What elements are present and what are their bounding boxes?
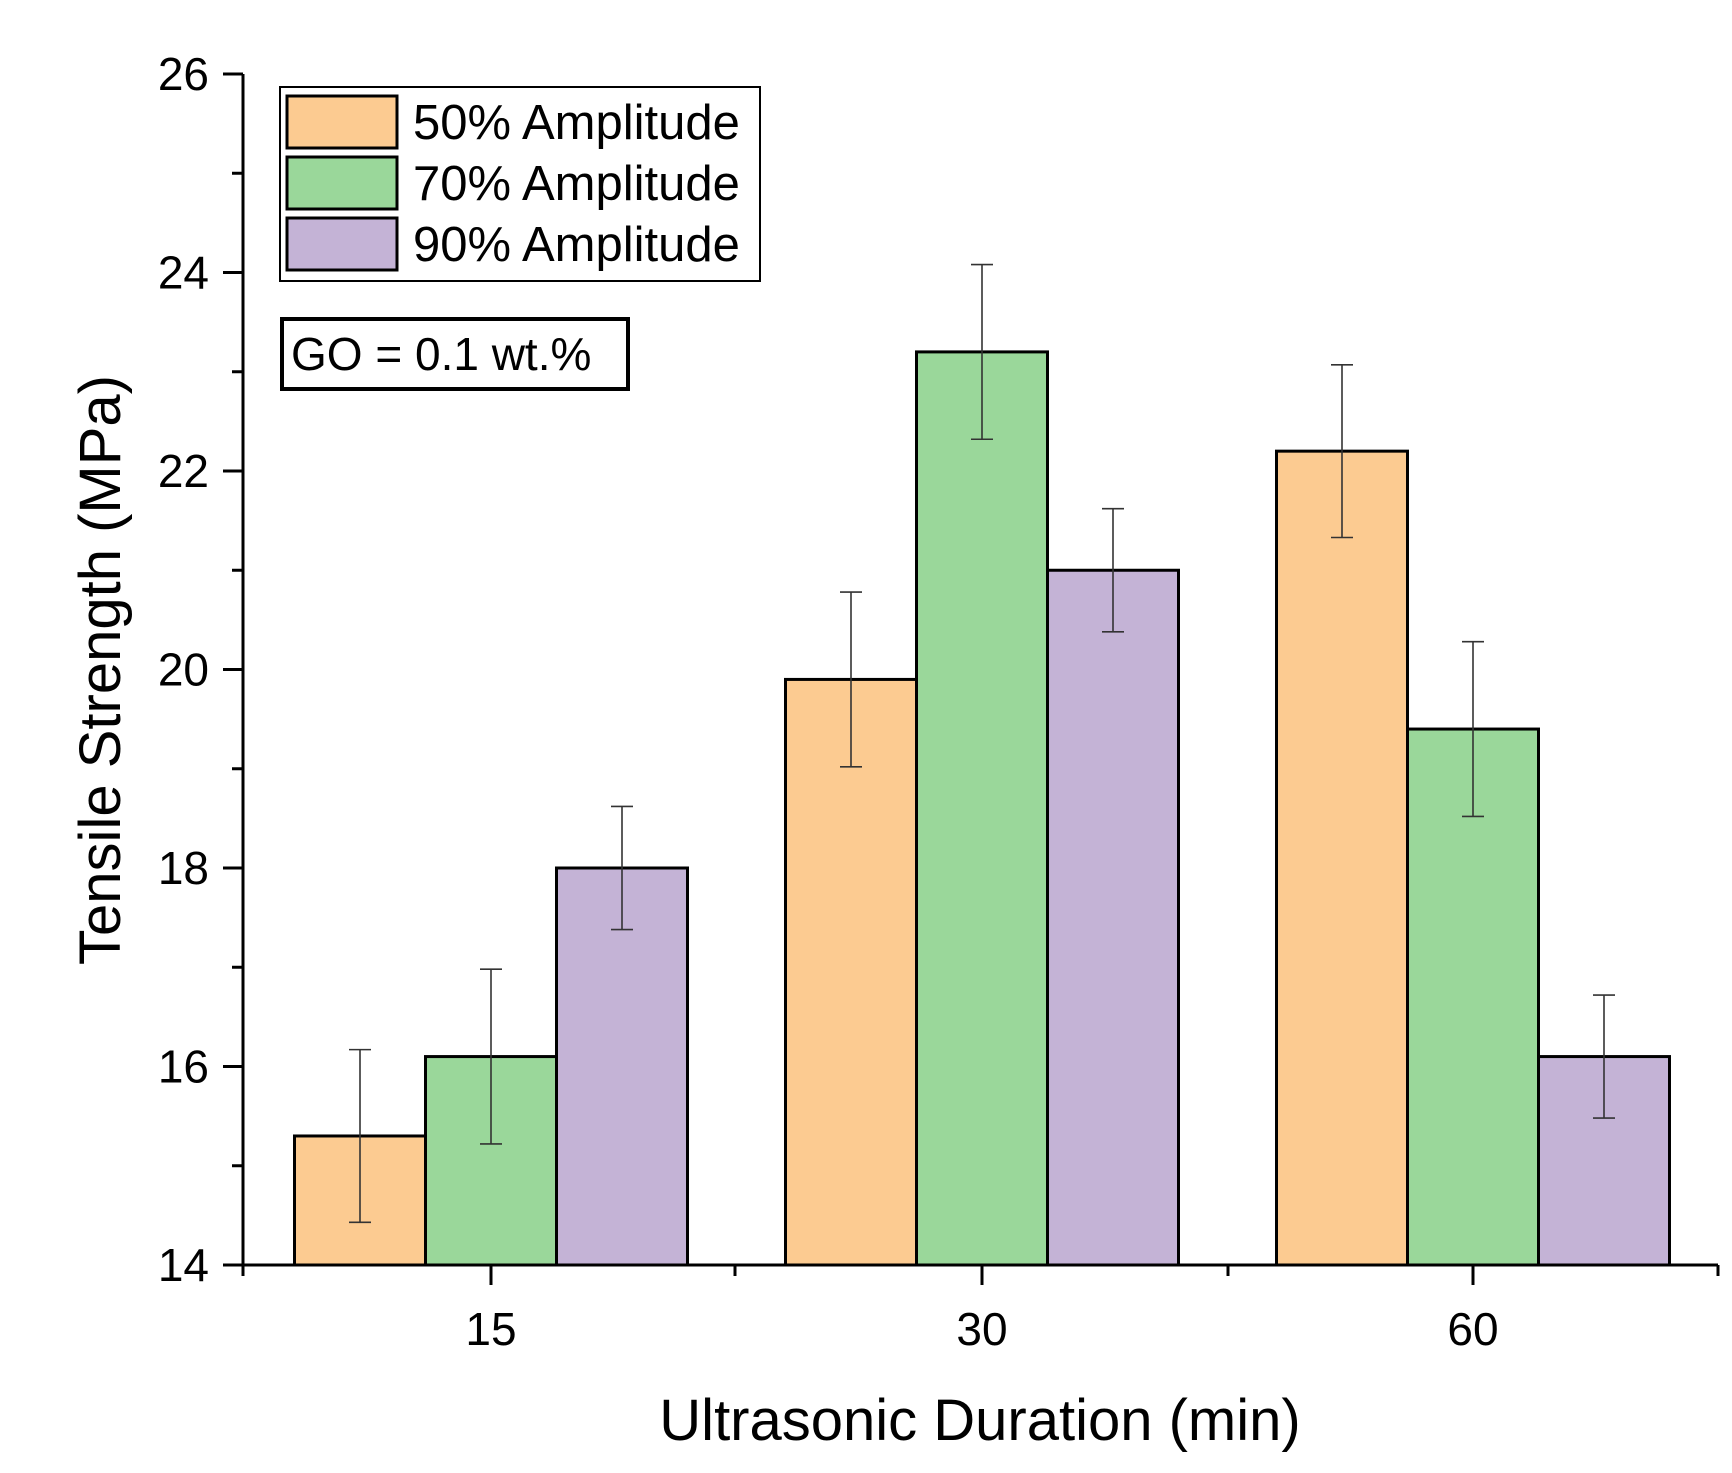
bar-2-30 [915, 350, 1049, 1267]
legend-label: 70% Amplitude [413, 157, 740, 211]
x-tick-label: 30 [956, 1303, 1007, 1355]
y-tick-label: 20 [158, 644, 209, 696]
annotation-text: GO = 0.1 wt.% [291, 328, 591, 380]
legend-item-2: 70% Amplitude [285, 155, 740, 211]
bar-3-30 [1046, 568, 1180, 1267]
x-tick-label: 15 [465, 1303, 516, 1355]
error-bar-2-30 [971, 263, 993, 441]
error-bar-2-15 [480, 968, 502, 1145]
legend-swatch [285, 216, 399, 272]
x-ticks-layer: 15 30 60 [241, 1265, 1720, 1355]
error-bars-layer [349, 263, 1615, 1224]
y-ticks-layer: 14 16 18 20 22 24 26 [158, 48, 243, 1291]
legend: 50% Amplitude 70% Amplitude 90% Amplitude [279, 86, 761, 282]
legend-label: 90% Amplitude [413, 218, 740, 272]
legend-swatch [285, 94, 399, 150]
legend-swatch [285, 155, 399, 211]
bar-1-60 [1275, 449, 1409, 1267]
x-axis-title: Ultrasonic Duration (min) [659, 1388, 1300, 1453]
legend-item-3: 90% Amplitude [285, 216, 740, 272]
error-bar-1-15 [349, 1048, 371, 1224]
y-tick-label: 24 [158, 247, 209, 299]
y-tick-label: 18 [158, 842, 209, 894]
error-bar-3-60 [1593, 994, 1615, 1119]
y-tick-label: 14 [158, 1239, 209, 1291]
error-bar-1-60 [1331, 364, 1353, 539]
error-bar-1-30 [840, 591, 862, 768]
legend-items: 50% Amplitude 70% Amplitude 90% Amplitude [285, 94, 740, 272]
error-bar-3-15 [611, 805, 633, 931]
annotation-box: GO = 0.1 wt.% [280, 317, 630, 391]
y-axis-title: Tensile Strength (MPa) [68, 375, 133, 965]
bars-layer [293, 350, 1671, 1267]
bar-1-30 [784, 677, 918, 1267]
x-tick-label: 60 [1447, 1303, 1498, 1355]
y-tick-label: 16 [158, 1041, 209, 1093]
legend-item-1: 50% Amplitude [285, 94, 740, 150]
error-bar-3-30 [1102, 507, 1124, 633]
error-bar-2-60 [1462, 640, 1484, 818]
annotation-frame [280, 317, 630, 391]
y-tick-label: 22 [158, 445, 209, 497]
y-tick-label: 26 [158, 48, 209, 100]
bar-2-60 [1406, 727, 1540, 1267]
legend-label: 50% Amplitude [413, 96, 740, 150]
